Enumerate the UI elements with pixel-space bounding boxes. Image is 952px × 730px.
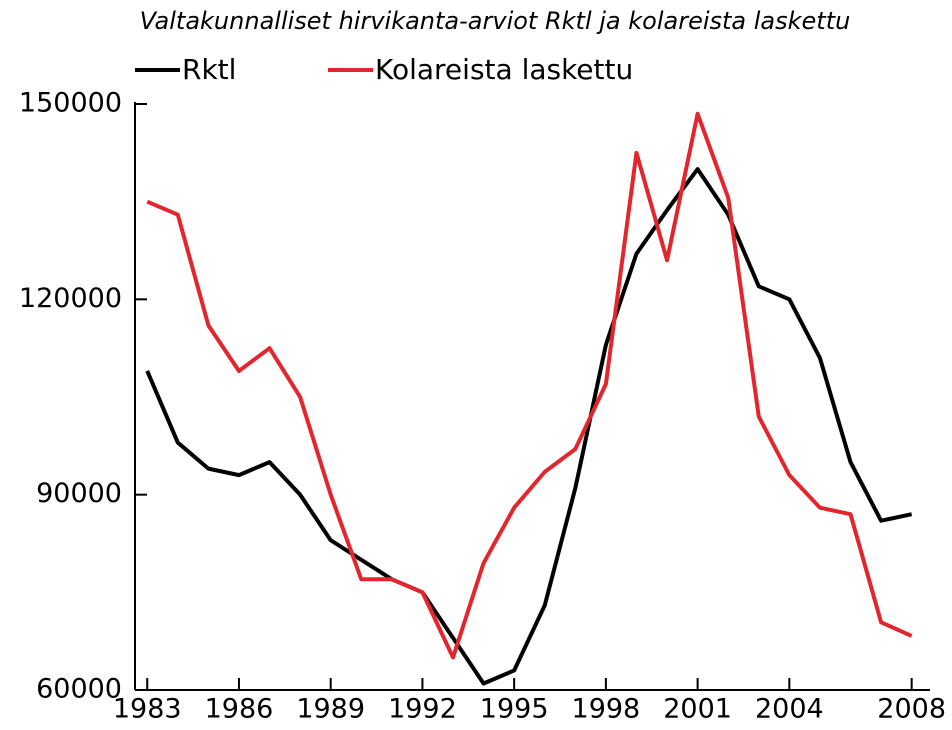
y-tick-label: 120000 [19, 283, 122, 314]
x-tick-label: 2008 [877, 694, 946, 725]
series-line [145, 167, 913, 686]
x-tick-label: 1995 [480, 694, 549, 725]
chart-title: Valtakunnalliset hirvikanta-arviot Rktl … [140, 7, 851, 35]
legend-label: Rktl [182, 53, 236, 86]
x-tick-label: 1992 [388, 694, 457, 725]
series-line [146, 111, 913, 660]
y-tick-label: 90000 [36, 478, 122, 509]
x-tick-label: 1998 [572, 694, 641, 725]
x-tick-label: 2001 [663, 694, 732, 725]
x-tick-label: 1989 [296, 694, 365, 725]
legend-label: Kolareista laskettu [375, 53, 633, 86]
x-tick-label: 1983 [113, 694, 182, 725]
x-tick-label: 1986 [205, 694, 274, 725]
x-tick-label: 2004 [755, 694, 824, 725]
y-tick-label: 60000 [36, 674, 122, 705]
y-tick-label: 150000 [19, 88, 122, 119]
